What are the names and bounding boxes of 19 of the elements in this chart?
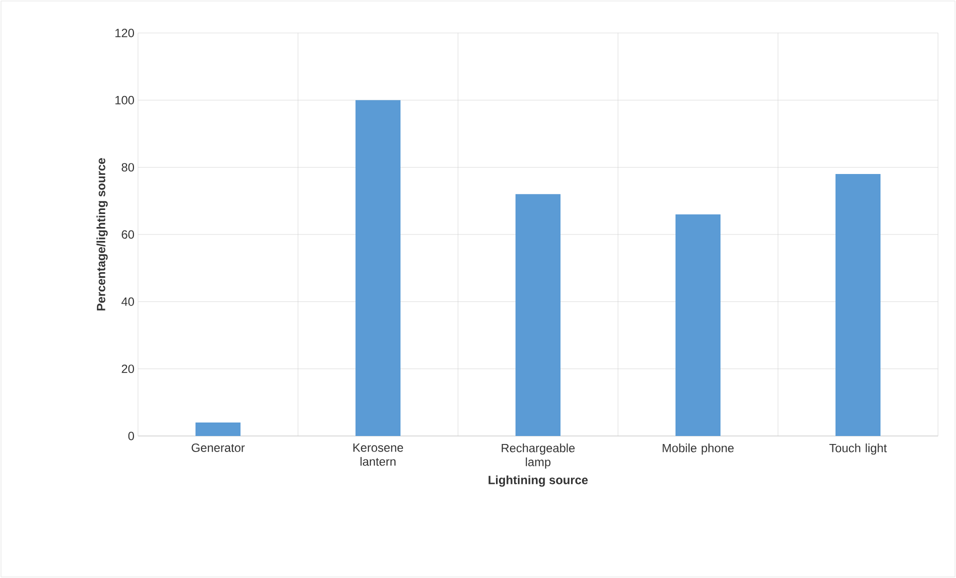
y-tick-label: 120 — [115, 28, 134, 38]
x-tick-label: Touch light — [829, 444, 887, 455]
bar — [356, 100, 401, 436]
bar — [676, 214, 721, 436]
bar — [196, 422, 241, 436]
bar — [836, 174, 881, 436]
y-tick-label: 20 — [122, 364, 134, 374]
x-tick-label: Mobile phone — [662, 444, 734, 455]
x-tick-label: Kerosene lantern — [353, 444, 404, 466]
x-tick-label: Rechargeable lamp — [502, 444, 575, 469]
x-tick-label: Generator — [192, 444, 245, 452]
y-tick-label: 100 — [115, 96, 134, 104]
y-tick-label: 40 — [121, 297, 134, 306]
y-tick-label: 0 — [128, 432, 134, 440]
y-tick-label: 80 — [122, 163, 134, 172]
bar — [516, 194, 561, 436]
y-tick-label: 60 — [122, 230, 134, 239]
y-axis-title: Percentage/lighting source — [96, 158, 108, 310]
x-axis-title: Lightining source — [488, 475, 588, 487]
